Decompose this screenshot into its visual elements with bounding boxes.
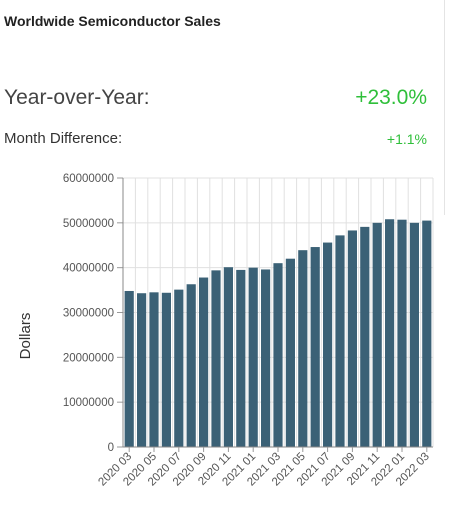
bar (347, 230, 357, 447)
y-tick-label: 50000000 (63, 218, 114, 230)
y-tick-label: 20000000 (63, 352, 114, 364)
bar (360, 226, 370, 447)
bar (211, 270, 221, 447)
panel-divider (444, 0, 445, 215)
bar (323, 242, 333, 447)
yoy-value: +23.0% (355, 86, 427, 109)
bar (310, 247, 320, 447)
y-tick-label: 10000000 (63, 397, 114, 409)
bar (161, 292, 171, 447)
bar (174, 289, 184, 447)
y-tick-label: 40000000 (63, 263, 114, 275)
axes (122, 178, 433, 452)
bar (385, 219, 395, 447)
y-axis-title: Dollars (17, 313, 34, 360)
bar (223, 267, 233, 447)
month-difference-label: Month Difference: (4, 130, 123, 147)
bar (186, 284, 196, 447)
bar (248, 267, 258, 447)
bar (261, 269, 271, 447)
bar (422, 220, 432, 447)
bar (372, 222, 382, 447)
month-difference-value: +1.1% (386, 131, 427, 147)
chart-title: Worldwide Semiconductor Sales (4, 13, 221, 29)
y-tick-label: 0 (108, 442, 114, 454)
y-tick-label: 60000000 (63, 173, 114, 185)
bar (236, 269, 246, 447)
y-tick-label: 30000000 (63, 308, 114, 320)
bars (124, 219, 432, 447)
bar (397, 219, 407, 447)
bar (285, 258, 295, 447)
yoy-label: Year-over-Year: (4, 86, 150, 109)
bar (199, 277, 209, 447)
bar (149, 292, 159, 447)
bar (124, 290, 134, 447)
bar (273, 263, 283, 447)
bar (137, 293, 147, 447)
bar (409, 222, 419, 447)
bar (335, 235, 345, 447)
bar (298, 250, 308, 447)
